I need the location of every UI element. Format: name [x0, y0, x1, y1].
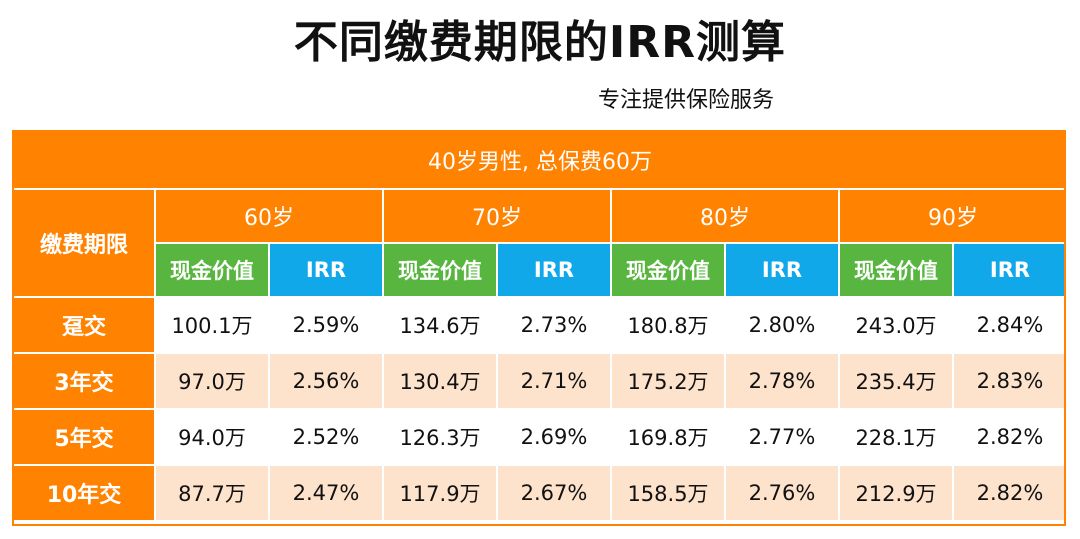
age-header: 80岁 [610, 188, 840, 244]
irr-cell: 2.82% [952, 408, 1068, 466]
age-header-row: 缴费期限 60岁 70岁 80岁 90岁 [12, 188, 1068, 298]
cash-value-cell: 158.5万 [610, 464, 726, 522]
irr-cell: 2.59% [268, 296, 384, 354]
cash-value-cell: 100.1万 [154, 296, 270, 354]
cash-value-cell: 130.4万 [382, 352, 498, 410]
irr-cell: 2.76% [724, 464, 840, 522]
irr-cell: 2.67% [496, 464, 612, 522]
irr-cell: 2.73% [496, 296, 612, 354]
row-label: 趸交 [12, 296, 156, 354]
table-row: 3年交 97.0万 2.56% 130.4万 2.71% 175.2万 2.78… [12, 352, 1068, 410]
irr-header: IRR [268, 242, 384, 298]
cash-value-cell: 134.6万 [382, 296, 498, 354]
cash-value-cell: 212.9万 [838, 464, 954, 522]
table-row: 趸交 100.1万 2.59% 134.6万 2.73% 180.8万 2.80… [12, 296, 1068, 354]
irr-cell: 2.71% [496, 352, 612, 410]
age-header: 70岁 [382, 188, 612, 244]
row-label: 5年交 [12, 408, 156, 466]
age-header: 90岁 [838, 188, 1068, 244]
cash-value-cell: 169.8万 [610, 408, 726, 466]
age-header: 60岁 [154, 188, 384, 244]
irr-header: IRR [952, 242, 1068, 298]
row-label: 3年交 [12, 352, 156, 410]
cash-value-cell: 243.0万 [838, 296, 954, 354]
cash-value-cell: 180.8万 [610, 296, 726, 354]
cash-value-header: 现金价值 [154, 242, 270, 298]
cash-value-cell: 94.0万 [154, 408, 270, 466]
irr-cell: 2.83% [952, 352, 1068, 410]
irr-cell: 2.77% [724, 408, 840, 466]
irr-cell: 2.78% [724, 352, 840, 410]
cash-value-header: 现金价值 [838, 242, 954, 298]
table-banner-row: 40岁男性, 总保费60万 [12, 130, 1068, 190]
irr-cell: 2.69% [496, 408, 612, 466]
cash-value-cell: 228.1万 [838, 408, 954, 466]
row-header-label: 缴费期限 [12, 188, 156, 298]
page-title: 不同缴费期限的IRR测算 [293, 17, 787, 68]
irr-cell: 2.47% [268, 464, 384, 522]
irr-cell: 2.80% [724, 296, 840, 354]
cash-value-header: 现金价值 [382, 242, 498, 298]
cash-value-header: 现金价值 [610, 242, 726, 298]
irr-cell: 2.52% [268, 408, 384, 466]
cash-value-cell: 87.7万 [154, 464, 270, 522]
cash-value-cell: 175.2万 [610, 352, 726, 410]
irr-header: IRR [724, 242, 840, 298]
cash-value-cell: 97.0万 [154, 352, 270, 410]
irr-header: IRR [496, 242, 612, 298]
irr-table: 40岁男性, 总保费60万 缴费期限 60岁 70岁 80岁 90岁 现金价值 … [12, 130, 1068, 522]
cash-value-cell: 126.3万 [382, 408, 498, 466]
row-label: 10年交 [12, 464, 156, 522]
cash-value-cell: 117.9万 [382, 464, 498, 522]
table-row: 10年交 87.7万 2.47% 117.9万 2.67% 158.5万 2.7… [12, 464, 1068, 522]
table-banner: 40岁男性, 总保费60万 [12, 130, 1068, 190]
irr-cell: 2.56% [268, 352, 384, 410]
irr-cell: 2.82% [952, 464, 1068, 522]
sub-header-row: 现金价值 IRR 现金价值 IRR 现金价值 IRR 现金价值 IRR [13, 242, 1068, 298]
table-row: 5年交 94.0万 2.52% 126.3万 2.69% 169.8万 2.77… [12, 408, 1068, 466]
page-subtitle: 专注提供保险服务 [598, 88, 775, 113]
irr-cell: 2.84% [952, 296, 1068, 354]
cash-value-cell: 235.4万 [838, 352, 954, 410]
